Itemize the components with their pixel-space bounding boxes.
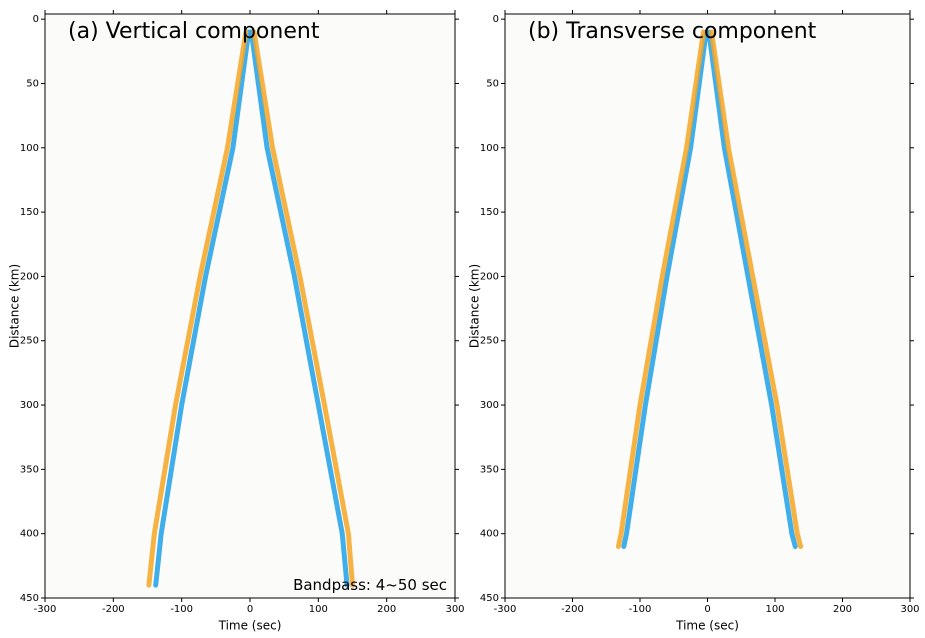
y-tick-label: 300 xyxy=(20,400,39,411)
arrival-branch xyxy=(146,29,249,588)
x-tick-label: 100 xyxy=(309,604,328,615)
y-tick-label: 200 xyxy=(480,271,499,282)
x-tick-label: -300 xyxy=(494,604,517,615)
x-tick-label: 300 xyxy=(900,604,919,615)
x-tick-label: 200 xyxy=(833,604,852,615)
y-tick-label: 150 xyxy=(20,207,39,218)
y-tick-label: 250 xyxy=(480,336,499,347)
x-tick-label: 0 xyxy=(704,604,710,615)
y-tick-label: 50 xyxy=(486,78,499,89)
panel: -300 -200 -100 0 100 200 300 0 50 100 150 200 250 300… xyxy=(8,10,465,633)
x-tick-label: -200 xyxy=(102,604,125,615)
plot-background xyxy=(45,14,455,598)
y-tick-label: 100 xyxy=(20,143,39,154)
y-tick-label: 350 xyxy=(20,464,39,475)
y-tick-label: 350 xyxy=(480,464,499,475)
x-tick-label: -100 xyxy=(629,604,652,615)
y-tick-label: 0 xyxy=(493,14,499,25)
arrival-branch xyxy=(709,29,804,550)
arrival-branch xyxy=(615,29,706,550)
x-tick-label: 200 xyxy=(377,604,396,615)
panel-title: (b) Transverse component xyxy=(528,19,817,44)
x-tick-label: -100 xyxy=(170,604,193,615)
y-tick-label: 50 xyxy=(26,78,39,89)
arrival-branch xyxy=(251,29,355,588)
y-tick-label: 300 xyxy=(480,400,499,411)
arrival-branch xyxy=(621,29,709,550)
x-tick-label: -200 xyxy=(561,604,584,615)
y-tick-label: 250 xyxy=(20,336,39,347)
y-tick-label: 400 xyxy=(480,529,499,540)
y-tick-label: 100 xyxy=(480,143,499,154)
x-axis-label: Time (sec) xyxy=(218,619,282,633)
x-axis-label: Time (sec) xyxy=(675,619,739,633)
arrival-branch xyxy=(706,29,798,550)
y-tick-label: 0 xyxy=(33,14,39,25)
arrival-branch xyxy=(153,29,252,588)
y-axis-label: Distance (km) xyxy=(468,264,482,348)
annotation: Bandpass: 4~50 sec xyxy=(293,576,447,594)
x-tick-label: 300 xyxy=(445,604,464,615)
y-tick-label: 400 xyxy=(20,529,39,540)
arrival-branch xyxy=(248,29,350,588)
panel: -300 -200 -100 0 100 200 300 0 50 100 150 200 250 300… xyxy=(468,10,920,633)
y-tick-label: 150 xyxy=(480,207,499,218)
x-tick-label: 0 xyxy=(247,604,253,615)
y-tick-label: 200 xyxy=(20,271,39,282)
y-axis-label: Distance (km) xyxy=(8,264,22,348)
y-tick-label: 450 xyxy=(480,593,499,604)
y-tick-label: 450 xyxy=(20,593,39,604)
panel-title: (a) Vertical component xyxy=(68,19,320,44)
x-tick-label: 100 xyxy=(765,604,784,615)
plot-background xyxy=(505,14,910,598)
x-tick-label: -300 xyxy=(34,604,57,615)
